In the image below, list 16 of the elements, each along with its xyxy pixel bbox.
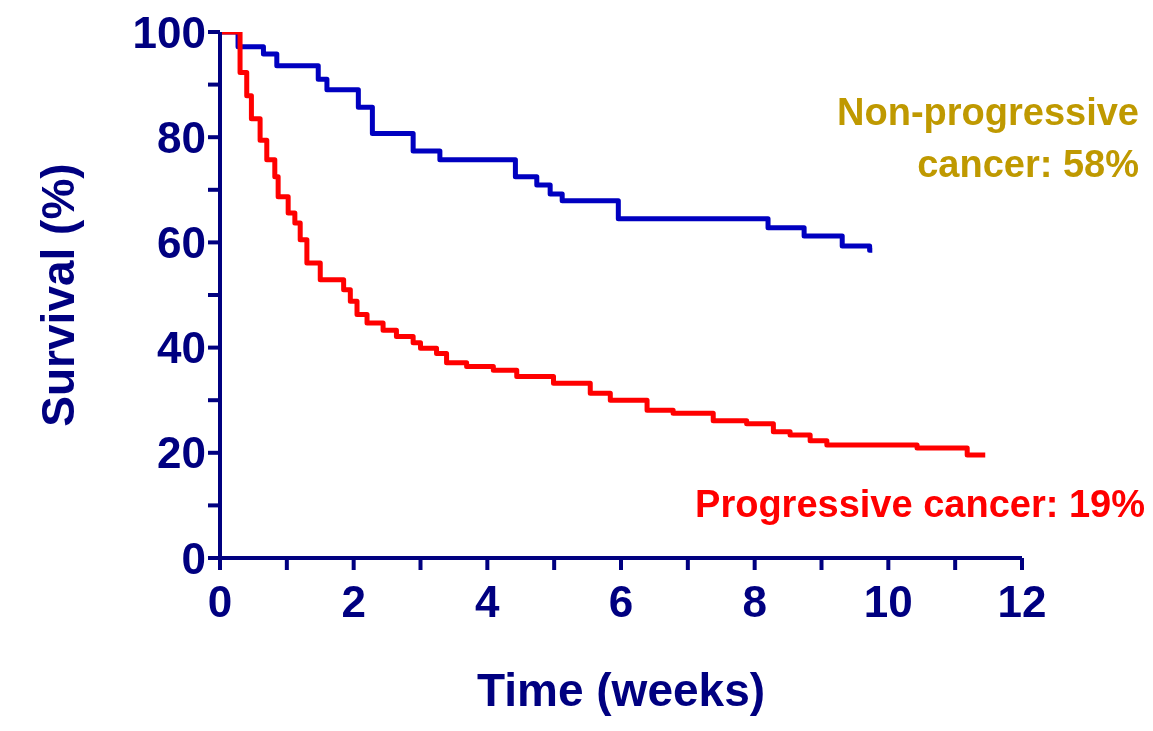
annotation: Non-progressive cancer: 58%	[836, 90, 1139, 187]
x-tick-label: 8	[742, 577, 767, 627]
x-tick-label: 10	[863, 577, 913, 627]
x-tick-label: 2	[341, 577, 366, 627]
y-tick-label: 0	[181, 533, 206, 583]
y-axis-title: Survival (%)	[32, 163, 85, 427]
x-axis-title: Time (weeks)	[476, 664, 766, 716]
annotation: Progressive cancer: 19%	[695, 482, 1145, 527]
y-tick-label: 40	[157, 323, 206, 373]
x-tick-label: 4	[475, 577, 501, 627]
y-tick-label: 20	[157, 428, 206, 478]
y-tick-label: 60	[157, 218, 206, 268]
y-tick-label: 80	[157, 112, 206, 162]
x-tick-label: 6	[608, 577, 634, 627]
y-tick-label: 100	[132, 7, 206, 57]
x-tick-label: 12	[997, 577, 1047, 627]
